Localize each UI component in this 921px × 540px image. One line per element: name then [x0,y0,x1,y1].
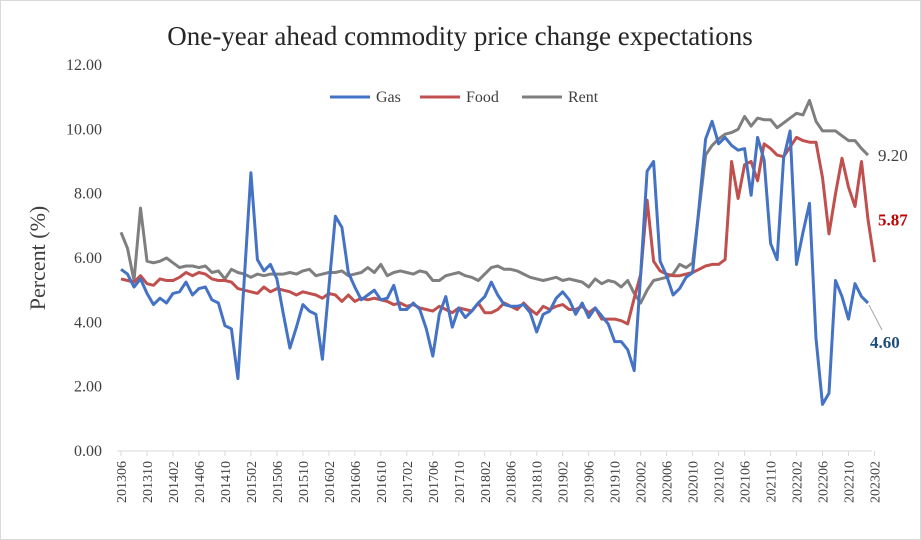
x-tick-label: 201706 [427,461,442,503]
x-tick-label: 201306 [115,461,130,503]
x-tick-label: 202002 [635,461,650,503]
x-tick-label: 201510 [297,461,312,503]
x-tick-label: 202206 [817,461,832,503]
y-axis-ticks: 0.00 2.00 4.00 6.00 8.00 10.00 12.00 [66,57,102,460]
x-tick-label: 202106 [739,461,754,503]
x-axis-ticks: 201306 201310 201402 201406 201410 201502 2015… [115,451,883,503]
y-axis-label: Percent (%) [25,206,50,310]
legend-label-food: Food [466,89,499,106]
x-tick-label: 202202 [791,461,806,503]
y-tick-label: 8.00 [74,186,102,203]
x-tick-label: 202210 [843,461,858,503]
x-tick-label: 201506 [271,461,286,503]
y-tick-label: 4.00 [74,314,102,331]
y-tick-label: 12.00 [66,57,102,74]
x-tick-label: 201310 [141,461,156,503]
x-tick-label: 201402 [167,461,182,503]
x-tick-label: 201802 [479,461,494,503]
x-tick-label: 201606 [349,461,364,503]
x-tick-label: 201502 [245,461,260,503]
y-tick-label: 6.00 [74,250,102,267]
chart-title: One-year ahead commodity price change ex… [167,21,752,51]
x-tick-label: 201906 [583,461,598,503]
x-tick-label: 202006 [661,461,676,503]
x-tick-label: 201406 [193,461,208,503]
x-tick-label: 201702 [401,461,416,503]
x-tick-label: 201410 [219,461,234,503]
legend-label-rent: Rent [568,89,599,106]
x-tick-label: 201910 [609,461,624,503]
x-tick-label: 201806 [505,461,520,503]
legend: Gas Food Rent [330,89,599,106]
x-tick-label: 202110 [765,461,780,502]
y-tick-label: 10.00 [66,121,102,138]
series-line-gas [120,119,870,406]
gas-end-label: 4.60 [870,333,900,352]
x-tick-label: 202102 [713,461,728,503]
series-line-rent [119,98,870,305]
rent-end-label: 9.20 [878,146,908,165]
y-tick-label: 0.00 [74,443,102,460]
food-end-label: 5.87 [878,210,908,229]
gas-leader-line [868,304,883,331]
series-line-food [120,135,876,326]
x-tick-label: 201710 [453,461,468,503]
y-tick-label: 2.00 [74,379,102,396]
x-tick-label: 201602 [323,461,338,503]
x-tick-label: 202010 [687,461,702,503]
x-tick-label: 201902 [557,461,572,503]
legend-label-gas: Gas [376,89,401,106]
series-lines [119,98,876,406]
x-tick-label: 201810 [531,461,546,503]
x-tick-label: 202302 [868,461,883,503]
x-tick-label: 201610 [375,461,390,503]
